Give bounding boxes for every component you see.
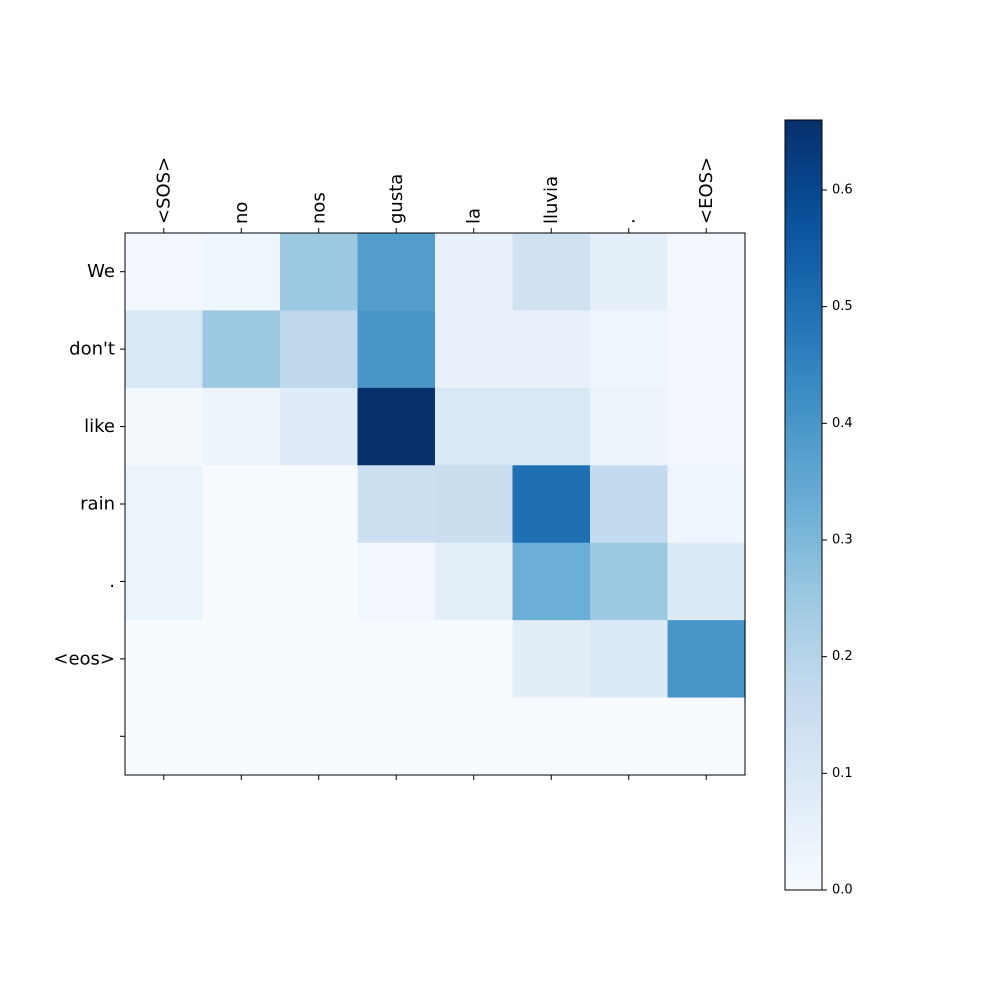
- heatmap-cell: [357, 387, 436, 466]
- heatmap-cell: [125, 620, 204, 699]
- heatmap-cell: [125, 387, 204, 466]
- heatmap-cell: [202, 233, 281, 312]
- heatmap-cell: [590, 620, 669, 699]
- heatmap-cell: [590, 310, 669, 389]
- colorbar-gradient: [785, 120, 822, 890]
- heatmap-cell: [512, 542, 591, 621]
- x-tick-label: no: [231, 202, 252, 224]
- colorbar-frame: [784, 119, 823, 891]
- heatmap-cell: [280, 465, 359, 544]
- heatmap-cell: [667, 697, 746, 776]
- heatmap-cell: [512, 233, 591, 312]
- heatmap-cell: [667, 387, 746, 466]
- heatmap-cell: [202, 697, 281, 776]
- heatmap-cell: [435, 233, 514, 312]
- y-tick-label: <eos>: [53, 648, 115, 669]
- x-tick-label: .: [618, 218, 639, 224]
- heatmap-cell: [435, 620, 514, 699]
- heatmap-cell: [202, 542, 281, 621]
- heatmap-cell: [435, 310, 514, 389]
- colorbar-tick-label: 0.2: [832, 649, 853, 664]
- y-tick-label: .: [109, 571, 115, 592]
- x-axis-ticks: <SOS> no nos gusta la lluvia. <EOS>: [153, 157, 717, 780]
- heatmap-cell: [202, 310, 281, 389]
- heatmap-cell: [667, 310, 746, 389]
- heatmap-cell: [202, 620, 281, 699]
- heatmap-cell: [512, 310, 591, 389]
- heatmap-cell: [125, 310, 204, 389]
- x-tick-label: gusta: [386, 174, 407, 224]
- x-tick-label: lluvia: [541, 176, 562, 224]
- heatmap-cell: [357, 620, 436, 699]
- heatmap-cell: [125, 233, 204, 312]
- heatmap-cell: [280, 542, 359, 621]
- heatmap-cell: [125, 697, 204, 776]
- heatmap-cell: [435, 542, 514, 621]
- heatmap-cells: [125, 233, 746, 776]
- heatmap-cell: [435, 697, 514, 776]
- heatmap-cell: [590, 465, 669, 544]
- heatmap-cell: [590, 542, 669, 621]
- colorbar-tick-label: 0.6: [832, 183, 853, 198]
- heatmap-cell: [280, 387, 359, 466]
- colorbar: 0.0 0.1 0.2 0.3 0.4 0.5 0.6: [784, 119, 853, 898]
- heatmap-cell: [435, 465, 514, 544]
- heatmap-cell: [512, 697, 591, 776]
- x-tick-label: <EOS>: [696, 157, 717, 224]
- heatmap-cell: [202, 387, 281, 466]
- colorbar-tick-label: 0.3: [832, 533, 853, 548]
- heatmap-cell: [357, 542, 436, 621]
- heatmap-cell: [667, 233, 746, 312]
- colorbar-tick-label: 0.5: [832, 299, 853, 314]
- heatmap-cell: [280, 310, 359, 389]
- heatmap-cell: [667, 620, 746, 699]
- heatmap-cell: [357, 697, 436, 776]
- y-axis-ticks: We don't like rain. <eos>: [53, 261, 125, 737]
- heatmap-cell: [590, 387, 669, 466]
- heatmap-cell: [202, 465, 281, 544]
- x-tick-label: <SOS>: [153, 157, 174, 224]
- heatmap-cell: [357, 233, 436, 312]
- x-tick-label: nos: [308, 192, 329, 224]
- heatmap-cell: [125, 542, 204, 621]
- heatmap-cell: [280, 697, 359, 776]
- heatmap-cell: [280, 233, 359, 312]
- heatmap-cell: [512, 620, 591, 699]
- heatmap-cell: [512, 465, 591, 544]
- heatmap-cell: [590, 697, 669, 776]
- heatmap-cell: [667, 542, 746, 621]
- y-tick-label: rain: [80, 494, 115, 515]
- colorbar-tick-label: 0.1: [832, 766, 853, 781]
- x-tick-label: la: [463, 208, 484, 224]
- colorbar-tick-label: 0.0: [832, 883, 853, 898]
- heatmap-cell: [280, 620, 359, 699]
- colorbar-tick-label: 0.4: [832, 416, 853, 431]
- heatmap-cell: [357, 465, 436, 544]
- y-tick-label: We: [87, 261, 115, 282]
- heatmap-cell: [357, 310, 436, 389]
- y-tick-label: don't: [69, 339, 115, 360]
- heatmap-cell: [667, 465, 746, 544]
- y-tick-label: like: [84, 416, 115, 437]
- heatmap-cell: [512, 387, 591, 466]
- heatmap-cell: [590, 233, 669, 312]
- heatmap-cell: [125, 465, 204, 544]
- heatmap-cell: [435, 387, 514, 466]
